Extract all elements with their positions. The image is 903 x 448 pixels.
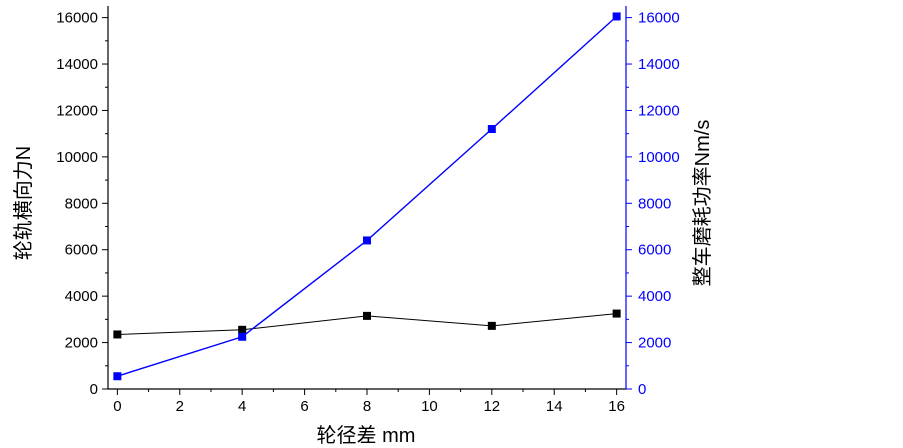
x-tick-label-6: 12 (483, 398, 500, 415)
series-1-point-1 (238, 332, 247, 341)
y-right-tick-label-4: 8000 (638, 195, 671, 212)
y-right-tick-label-3: 6000 (638, 242, 671, 259)
y-left-tick-label-6: 12000 (56, 102, 98, 119)
x-tick-label-0: 0 (113, 398, 121, 415)
y-right-tick-label-8: 16000 (638, 10, 680, 27)
series-0-point-4 (612, 309, 621, 318)
y-left-tick-label-7: 14000 (56, 56, 98, 73)
series-1-point-0 (113, 372, 122, 381)
series-1-point-3 (487, 125, 496, 134)
y-right-tick-label-7: 14000 (638, 56, 680, 73)
x-tick-label-3: 6 (300, 398, 308, 415)
y-right-tick-label-0: 0 (638, 381, 646, 398)
y-left-tick-label-5: 10000 (56, 149, 98, 166)
y-left-tick-label-3: 6000 (65, 242, 98, 259)
y-right-tick-label-6: 12000 (638, 102, 680, 119)
series-1-point-4 (612, 12, 621, 21)
y-right-tick-label-2: 4000 (638, 288, 671, 305)
x-tick-label-2: 4 (238, 398, 246, 415)
y-left-tick-label-4: 8000 (65, 195, 98, 212)
x-tick-label-5: 10 (421, 398, 438, 415)
y-left-tick-label-8: 16000 (56, 10, 98, 27)
series-1-line (117, 15, 618, 377)
x-tick-label-1: 2 (176, 398, 184, 415)
y-right-tick-label-5: 10000 (638, 149, 680, 166)
y-left-tick-label-1: 2000 (65, 335, 98, 352)
labels-layer: 轮径差 mm 轮轨横向力N 整车磨耗功率Nm/s (12, 120, 714, 447)
series-0-point-1 (238, 325, 247, 334)
y-left-tick-label-2: 4000 (65, 288, 98, 305)
x-axis-title: 轮径差 mm (317, 424, 416, 447)
series-0-point-3 (487, 321, 496, 330)
x-tick-label-4: 8 (363, 398, 371, 415)
series-1-point-2 (363, 236, 371, 245)
y-axis-right-title: 整车磨耗功率Nm/s (691, 120, 714, 287)
series-0-point-0 (113, 330, 122, 339)
y-axis-left-title: 轮轨横向力N (12, 146, 35, 260)
x-tick-label-8: 16 (608, 398, 625, 415)
x-tick-label-7: 14 (546, 398, 563, 415)
y-left-tick-label-0: 0 (90, 381, 98, 398)
series-0-point-2 (363, 311, 371, 320)
series-layer (113, 12, 621, 381)
axes-layer: 0 2 4 6 8 10 12 14 16 0 2000 4000 6000 8000 10000 12000… (56, 6, 680, 415)
y-right-tick-label-1: 2000 (638, 335, 671, 352)
